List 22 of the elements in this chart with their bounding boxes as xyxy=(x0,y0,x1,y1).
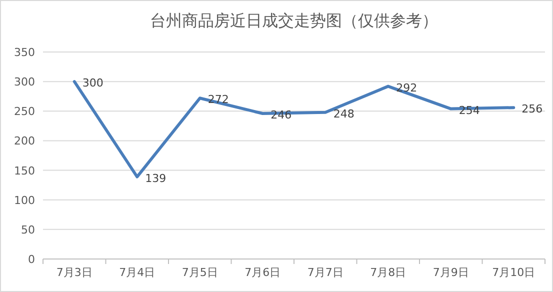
x-tick-label: 7月6日 xyxy=(244,266,281,279)
y-tick-label: 350 xyxy=(14,46,35,59)
y-tick-label: 200 xyxy=(14,134,35,148)
y-tick-label: 300 xyxy=(14,76,35,89)
x-tick-label: 7月10日 xyxy=(492,266,536,279)
data-label: 248 xyxy=(333,107,354,120)
data-label: 139 xyxy=(145,172,166,185)
y-tick-label: 250 xyxy=(14,105,35,118)
x-tick-label: 7月8日 xyxy=(370,266,406,279)
x-tick-label: 7月9日 xyxy=(432,266,469,279)
data-label: 292 xyxy=(396,81,418,94)
x-tick-label: 7月4日 xyxy=(119,266,156,279)
data-label: 256 xyxy=(522,102,543,116)
x-tick-label: 7月3日 xyxy=(56,266,92,279)
y-tick-label: 150 xyxy=(14,164,35,178)
y-tick-label: 50 xyxy=(21,223,35,236)
x-tick-label: 7月5日 xyxy=(182,266,218,279)
y-tick-label: 100 xyxy=(14,194,35,207)
y-tick-label: 0 xyxy=(28,253,35,266)
x-tick-label: 7月7日 xyxy=(307,266,344,279)
chart-title: 台州商品房近日成交走势图（仅供参考） xyxy=(150,11,438,30)
data-label: 300 xyxy=(82,76,104,90)
